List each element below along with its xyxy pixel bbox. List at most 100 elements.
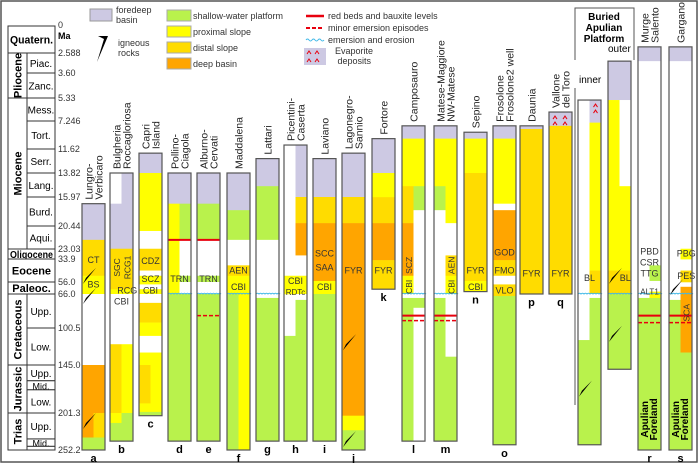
unit-label: SAA (315, 262, 333, 272)
deep-swatch (166, 57, 192, 70)
foredeep-interval (549, 112, 572, 127)
emersion-erosion-line (577, 292, 603, 295)
age-tick-label: 100.5 (58, 323, 81, 333)
white-interval (638, 61, 661, 266)
age-tick-label: 145.0 (58, 360, 81, 370)
legend-label: deep basin (193, 59, 237, 69)
white-interval (197, 282, 220, 295)
stage-label: Mess. (28, 106, 55, 117)
foredeep-interval (168, 173, 191, 204)
foredeep-interval (638, 46, 661, 62)
igneous-rock-icon (670, 279, 683, 296)
unit-label: SGC (112, 258, 122, 276)
age-unit: Ma (58, 31, 71, 41)
unit-label: TTG (641, 269, 659, 279)
shallow-interval (589, 297, 601, 446)
epoch-label: Paleoc. (12, 283, 51, 295)
shallow-interval (402, 307, 414, 442)
stage-cell (26, 196, 56, 227)
stage-label: Serr. (30, 157, 51, 168)
column-outline (548, 111, 573, 295)
foredeep-interval (372, 138, 395, 174)
age-tick-label: 23.03 (58, 244, 81, 254)
foredeep-interval (464, 132, 487, 139)
age-tick-label: 2.588 (58, 48, 81, 58)
foredeep-interval (110, 203, 122, 250)
unit-label: BL (584, 273, 595, 283)
stage-label: Aqui. (30, 234, 53, 245)
foredeep-interval (256, 158, 279, 187)
white-interval (82, 294, 105, 366)
unit-label: TRN (199, 274, 218, 284)
shallow-interval (197, 294, 220, 442)
foredeep-interval (520, 125, 543, 130)
unit-label: CBI (404, 280, 414, 294)
shallow-interval (649, 265, 661, 282)
distal-interval (110, 248, 133, 290)
legend-label: red beds and bauxite levels (328, 11, 438, 21)
foredeep-interval (313, 158, 336, 198)
column-outline (401, 125, 426, 442)
shallow-interval (493, 295, 516, 446)
shallow-interval (680, 352, 692, 451)
column-outline (371, 138, 396, 290)
column-letter: j (351, 453, 355, 463)
age-tick-label: 66.0 (58, 289, 76, 299)
unit-label: PES (677, 271, 695, 281)
unit-label: RDTc (286, 288, 306, 297)
white-interval (179, 282, 191, 295)
deep-interval (295, 223, 307, 256)
stage-label: Mid. (32, 439, 49, 449)
shallow-swatch (166, 9, 192, 22)
column-title: Caserta (296, 104, 308, 141)
column-letter: i (323, 444, 326, 456)
column-d: TRN Pollino-Ciagola d (167, 133, 193, 456)
stage-label: Tort. (31, 131, 50, 142)
proximal-interval (139, 173, 162, 232)
column-title: Camposauro (409, 62, 421, 122)
column-title: Frosolone2 well (505, 48, 517, 122)
distal-interval (493, 260, 516, 277)
column-title: Vallone (551, 74, 563, 108)
foredeep-interval (139, 153, 162, 174)
column-title: Cervati (209, 136, 221, 169)
distal-interval (402, 186, 414, 224)
unit-label: CT (88, 255, 100, 265)
proximal-interval (121, 344, 133, 414)
unit-label: PBD (640, 247, 659, 257)
white-interval (284, 145, 296, 337)
proximal-interval (619, 186, 631, 271)
evaporite-caret-icon (306, 50, 312, 55)
evaporite-caret-icon (562, 115, 568, 120)
distal-interval (110, 344, 122, 414)
white-interval (638, 280, 661, 295)
column-letter: a (90, 453, 97, 463)
epoch-label: Jurassic (13, 367, 25, 412)
unit-label: CSR (640, 258, 660, 268)
column-p: FYR Daunia p (519, 88, 544, 309)
evaporite-caret-icon (562, 121, 568, 126)
column-letter: b (118, 444, 125, 456)
white-interval (110, 173, 122, 204)
epoch-label: Eocene (12, 266, 51, 278)
stage-label: Piac. (30, 59, 52, 70)
column-title: Roccagloriosa (122, 102, 134, 169)
proximal-interval (464, 138, 487, 174)
age-tick-label: 11.62 (58, 144, 80, 154)
white-interval (445, 223, 457, 256)
distal-interval (139, 302, 162, 323)
group-title: Apulian (586, 23, 623, 34)
proximal-interval (238, 294, 250, 451)
distal-interval (520, 129, 543, 295)
column-title: Gargano (676, 2, 688, 43)
column-title: Sepino (471, 95, 483, 128)
unit-label: SCA (681, 304, 691, 322)
distal-interval (549, 125, 572, 295)
group-title: Platform (584, 34, 625, 45)
emersion-erosion-line (401, 292, 427, 295)
epoch-label: Cretaceous (13, 300, 25, 360)
shallow-interval (227, 210, 250, 241)
